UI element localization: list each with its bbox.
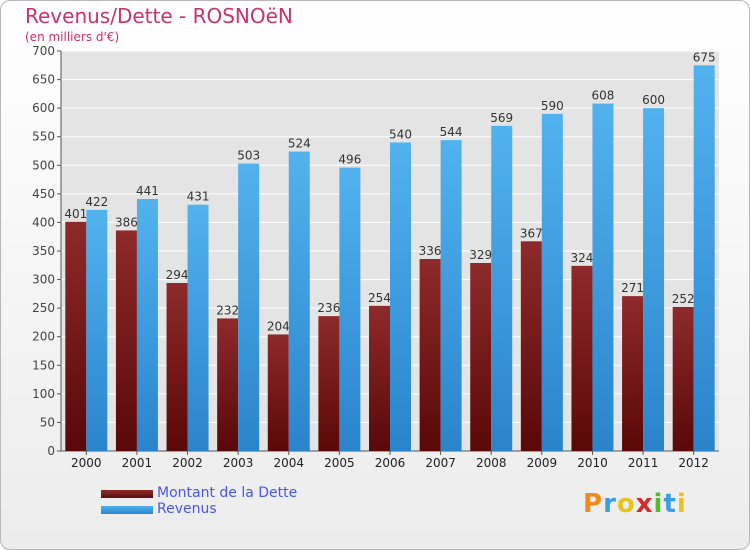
logo-letter: i — [676, 489, 687, 519]
data-label-debt: 329 — [469, 248, 492, 262]
bar-debt — [369, 305, 390, 451]
x-tick-label: 2001 — [122, 456, 153, 470]
y-tick-label: 250 — [32, 301, 55, 315]
x-tick-label: 2004 — [273, 456, 304, 470]
bar-revenus — [136, 199, 158, 451]
bar-debt — [571, 265, 593, 451]
data-label-revenus: 600 — [642, 93, 665, 107]
data-label-revenus: 608 — [592, 89, 615, 103]
proxiti-logo: Proxiti — [583, 489, 687, 519]
data-label-revenus: 524 — [288, 137, 311, 151]
logo-letter: o — [616, 489, 636, 519]
data-label-revenus: 503 — [237, 149, 260, 163]
data-label-debt: 271 — [621, 281, 644, 295]
x-tick-label: 2006 — [375, 456, 406, 470]
bar-debt — [217, 318, 239, 451]
x-tick-label: 2000 — [71, 456, 102, 470]
bar-debt — [470, 263, 492, 451]
x-tick-label: 2003 — [223, 456, 254, 470]
bar-revenus — [339, 167, 361, 452]
data-label-revenus: 675 — [693, 50, 716, 64]
legend-label-revenus: Revenus — [157, 501, 217, 517]
y-tick-label: 0 — [47, 444, 55, 458]
data-label-revenus: 422 — [85, 195, 108, 209]
bar-revenus — [187, 204, 209, 451]
data-label-revenus: 544 — [440, 125, 463, 139]
y-tick-label: 200 — [32, 330, 55, 344]
data-label-revenus: 431 — [187, 190, 210, 204]
data-label-debt: 252 — [672, 292, 695, 306]
bar-debt — [672, 307, 694, 451]
logo-letter: P — [583, 489, 604, 519]
data-label-revenus: 441 — [136, 184, 159, 198]
legend-swatch-debt — [101, 490, 153, 498]
bar-debt — [267, 334, 289, 451]
y-tick-label: 700 — [32, 44, 55, 58]
y-tick-label: 500 — [32, 158, 55, 172]
bar-revenus — [440, 140, 462, 451]
bar-revenus — [592, 103, 614, 452]
bar-debt — [419, 259, 441, 451]
x-tick-label: 2012 — [678, 456, 709, 470]
bar-revenus — [643, 108, 665, 452]
y-tick-label: 450 — [32, 187, 55, 201]
data-label-debt: 401 — [64, 207, 87, 221]
x-tick-label: 2008 — [476, 456, 507, 470]
data-label-debt: 232 — [216, 303, 239, 317]
bar-revenus — [693, 65, 715, 452]
logo-letter: r — [603, 489, 617, 519]
y-tick-label: 350 — [32, 244, 55, 258]
bar-revenus — [288, 151, 310, 452]
x-tick-label: 2002 — [172, 456, 203, 470]
bar-revenus — [86, 209, 108, 451]
x-tick-label: 2010 — [577, 456, 608, 470]
logo-letter: t — [663, 489, 677, 519]
bar-revenus — [491, 125, 513, 451]
data-label-debt: 254 — [368, 291, 391, 305]
x-tick-label: 2005 — [324, 456, 355, 470]
data-label-revenus: 496 — [338, 153, 361, 167]
bar-revenus — [390, 142, 411, 451]
legend-label-debt: Montant de la Dette — [157, 485, 298, 501]
logo-letter: i — [653, 489, 664, 519]
data-label-debt: 236 — [317, 301, 340, 315]
y-tick-label: 600 — [32, 101, 55, 115]
y-tick-label: 300 — [32, 273, 55, 287]
data-label-revenus: 540 — [389, 127, 412, 141]
y-tick-label: 400 — [32, 215, 55, 229]
bar-debt — [65, 221, 87, 451]
bar-revenus — [541, 113, 563, 451]
legend-swatch-revenus — [101, 506, 153, 514]
y-tick-label: 100 — [32, 387, 55, 401]
chart-title: Revenus/Dette - ROSNOëN — [25, 4, 293, 28]
bar-revenus — [238, 163, 260, 452]
bar-debt — [318, 316, 340, 451]
bar-debt — [520, 241, 542, 451]
bar-debt — [115, 230, 137, 451]
data-label-debt: 386 — [115, 215, 138, 229]
bar-debt — [622, 296, 644, 451]
x-tick-label: 2007 — [425, 456, 456, 470]
y-tick-label: 150 — [32, 358, 55, 372]
data-label-debt: 336 — [419, 244, 442, 258]
chart-subtitle: (en milliers d'€) — [25, 30, 120, 44]
data-label-debt: 294 — [166, 268, 189, 282]
y-tick-label: 50 — [40, 415, 55, 429]
data-label-revenus: 569 — [490, 111, 513, 125]
x-tick-label: 2011 — [628, 456, 659, 470]
data-label-debt: 367 — [520, 226, 543, 240]
logo-letter: x — [635, 489, 654, 519]
data-label-debt: 324 — [571, 251, 594, 265]
data-label-debt: 204 — [267, 319, 290, 333]
bar-debt — [166, 283, 188, 451]
x-tick-label: 2009 — [527, 456, 558, 470]
data-label-revenus: 590 — [541, 99, 564, 113]
y-tick-label: 550 — [32, 130, 55, 144]
y-tick-label: 650 — [32, 73, 55, 87]
